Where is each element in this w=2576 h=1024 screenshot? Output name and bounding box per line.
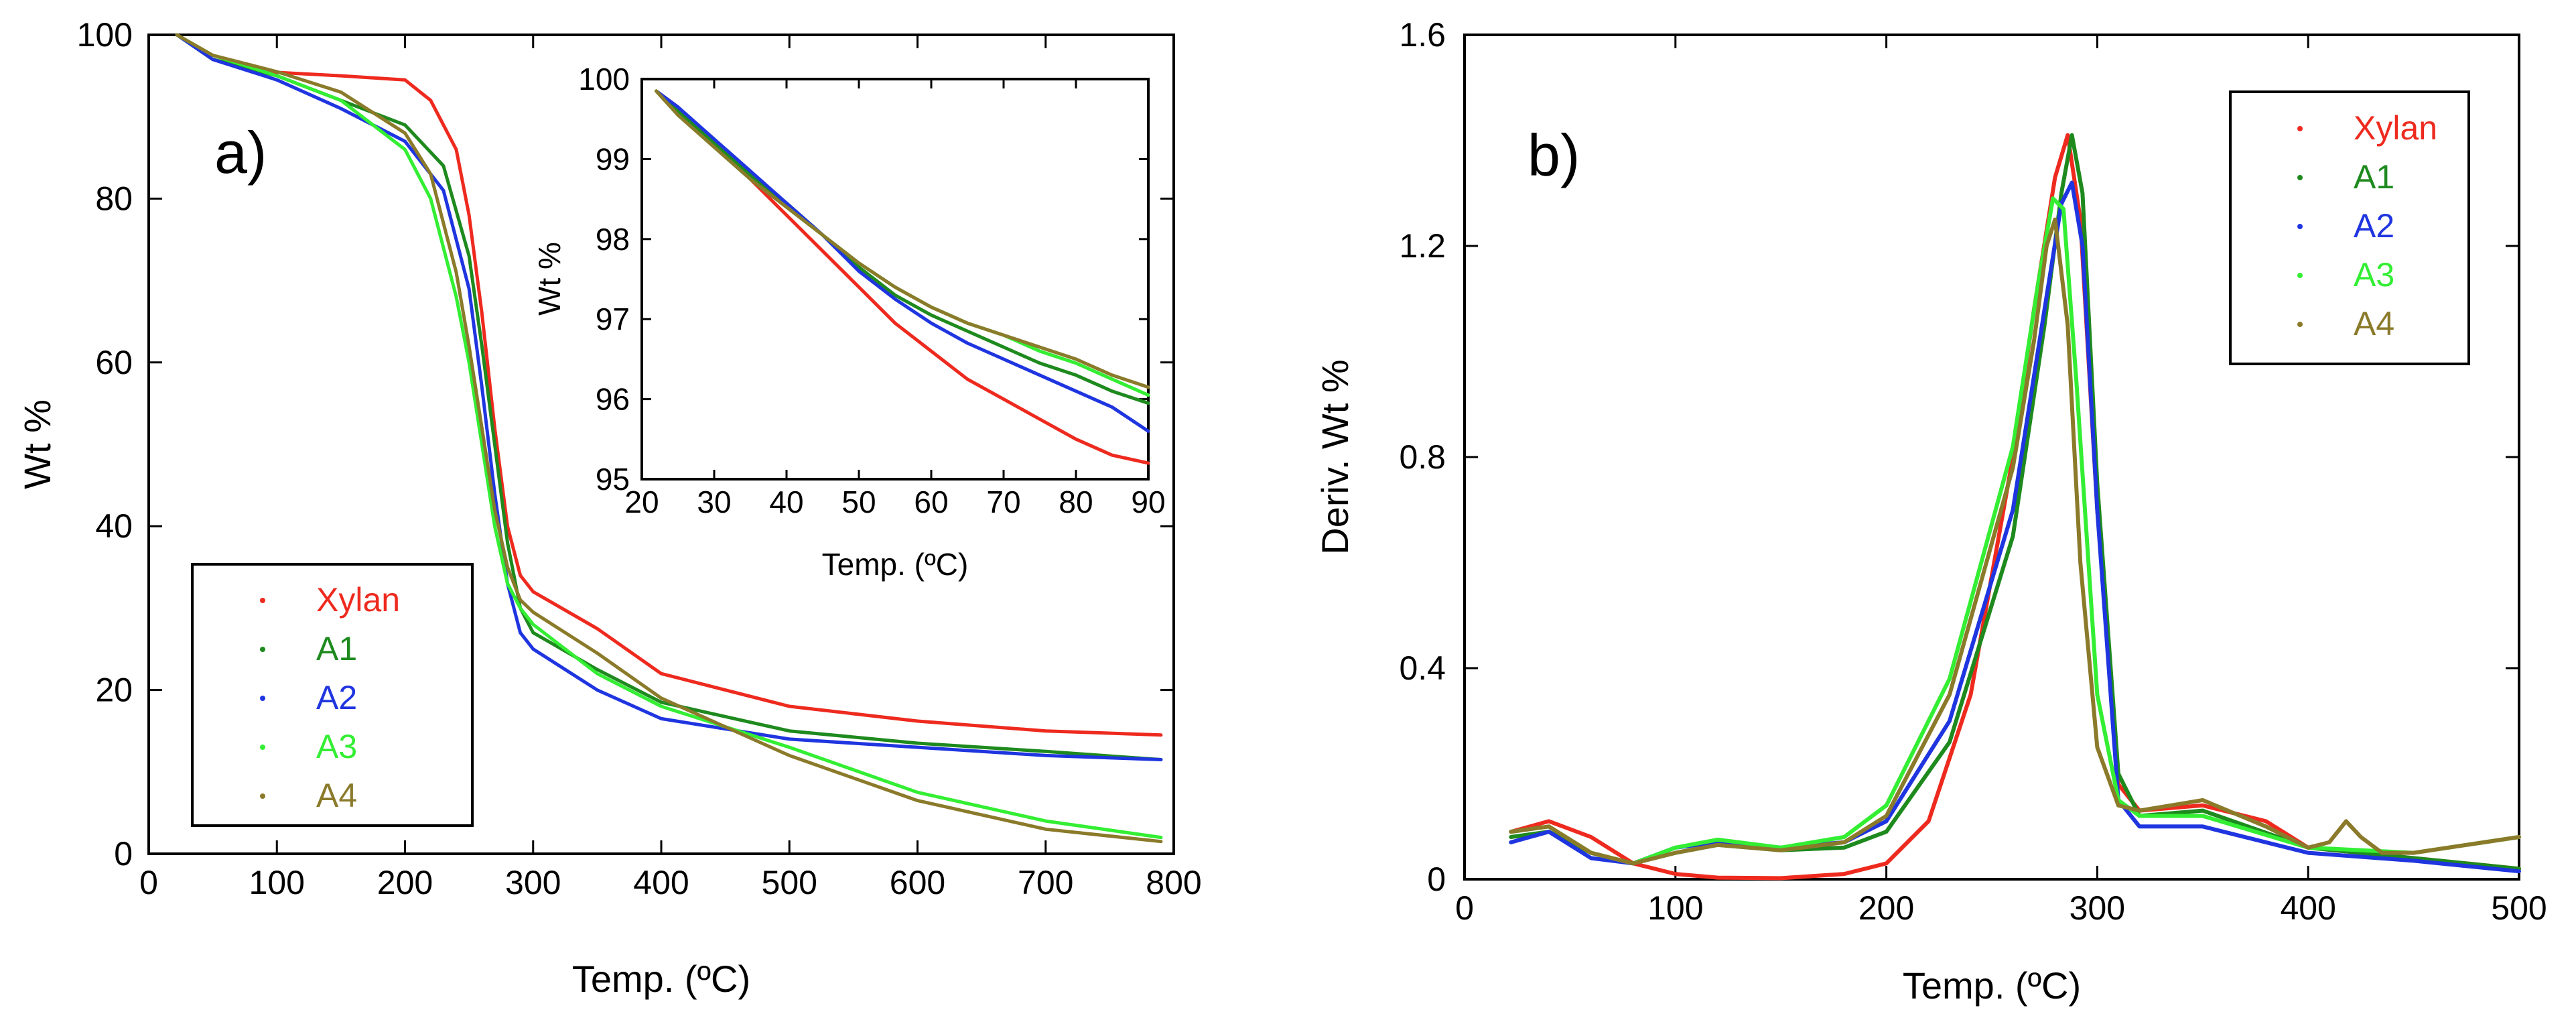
y-tick-label: 20: [95, 671, 133, 709]
y-tick-label: 0.4: [1399, 649, 1446, 687]
legend-marker-xylan: [2297, 126, 2303, 131]
y-tick-label: 98: [596, 222, 630, 257]
legend-entry-a3: A3: [2354, 256, 2394, 294]
legend-entry-xylan: Xylan: [316, 581, 400, 619]
y-tick-label: 95: [596, 462, 630, 497]
legend-marker-a1: [2297, 175, 2303, 180]
x-tick-label: 100: [249, 864, 305, 901]
y-tick-label: 60: [95, 344, 133, 381]
series-line-a4: [1509, 217, 2521, 866]
panel-b-xlabel: Temp. (ºC): [1903, 964, 2081, 1007]
x-tick-label: 60: [914, 485, 948, 519]
x-tick-label: 20: [624, 485, 659, 519]
y-tick-label: 1.6: [1399, 16, 1446, 54]
panel-a-ylabel: Wt %: [16, 399, 58, 489]
legend-entry-a1: A1: [2354, 158, 2394, 196]
y-tick-label: 0: [114, 835, 133, 873]
x-tick-label: 400: [633, 864, 689, 901]
panel-a-ticks: 0 100 200 300 400 500 600 700 800 0 20 40 60 80 100: [77, 16, 1202, 901]
y-tick-label: 40: [95, 507, 133, 545]
y-tick-label: 80: [95, 180, 133, 217]
legend-marker-a3: [2297, 273, 2303, 278]
y-tick-label: 100: [77, 16, 133, 54]
x-tick-label: 0: [1455, 889, 1474, 927]
series-line-a4: [175, 33, 1163, 844]
series-line-a2: [655, 89, 1150, 433]
inset-lines: [655, 89, 1150, 465]
panel-a-inset: 20 30 40 50 60 70 80 90 95 96 97 98 99 100 Temp. (ºC)…: [532, 62, 1166, 582]
x-tick-label: 50: [841, 485, 876, 519]
series-line-xylan: [175, 33, 1163, 737]
x-tick-label: 500: [2491, 889, 2547, 927]
series-line-a1: [655, 89, 1150, 405]
x-tick-label: 300: [505, 864, 561, 901]
x-tick-label: 700: [1018, 864, 1073, 901]
panel-b: 0 100 200 300 400 500 0 0.4 0.8 1.2 1.6 b) Temp. (…: [1314, 16, 2547, 1007]
x-tick-label: 80: [1059, 485, 1093, 519]
y-tick-label: 100: [578, 62, 630, 97]
y-tick-label: 0: [1427, 860, 1446, 898]
x-tick-label: 500: [762, 864, 817, 901]
legend-marker-a3: [260, 745, 265, 750]
legend-entry-a2: A2: [316, 679, 357, 716]
panel-b-lines: [1509, 133, 2521, 881]
x-tick-label: 40: [769, 485, 803, 519]
series-line-a3: [175, 33, 1163, 840]
panel-a-lines: [175, 33, 1163, 844]
x-tick-label: 70: [986, 485, 1020, 519]
y-tick-label: 96: [596, 382, 630, 417]
x-tick-label: 100: [1647, 889, 1703, 927]
legend-marker-a4: [260, 793, 265, 799]
legend-entry-a2: A2: [2354, 207, 2394, 245]
y-tick-label: 1.2: [1399, 227, 1446, 265]
legend-marker-a2: [260, 696, 265, 701]
x-tick-label: 0: [139, 864, 158, 901]
legend-entry-a4: A4: [316, 777, 357, 814]
inset-frame: [640, 78, 1150, 481]
y-tick-label: 97: [596, 302, 630, 336]
legend-entry-xylan: Xylan: [2354, 109, 2437, 147]
x-tick-label: 200: [1858, 889, 1914, 927]
panel-b-ticks: 0 100 200 300 400 500 0 0.4 0.8 1.2 1.6: [1399, 16, 2547, 927]
x-tick-label: 30: [697, 485, 731, 519]
inset-ticks: 20 30 40 50 60 70 80 90 95 96 97 98 99 100: [578, 62, 1165, 519]
series-line-a3: [1509, 196, 2521, 866]
series-line-a4: [655, 89, 1150, 389]
legend-marker-a4: [2297, 322, 2303, 327]
x-tick-label: 300: [2070, 889, 2125, 927]
legend-entry-a3: A3: [316, 728, 357, 765]
panel-a-legend: Xylan A1 A2 A3 A4: [191, 563, 474, 827]
panel-a-legend-box: [191, 563, 474, 827]
panel-a: 0 100 200 300 400 500 600 700 800 0 20 40 60 80 100 a)…: [16, 16, 1202, 1000]
x-tick-label: 400: [2280, 889, 2335, 927]
panel-b-legend: Xylan A1 A2 A3 A4: [2229, 90, 2470, 365]
inset-xlabel: Temp. (ºC): [822, 547, 969, 582]
x-tick-label: 200: [377, 864, 433, 901]
legend-marker-xylan: [260, 598, 265, 603]
legend-marker-a2: [2297, 224, 2303, 229]
x-tick-label: 90: [1131, 485, 1165, 519]
panel-b-label: b): [1528, 122, 1580, 188]
y-tick-label: 0.8: [1399, 438, 1446, 476]
inset-ylabel: Wt %: [532, 242, 567, 316]
x-tick-label: 600: [890, 864, 945, 901]
panel-a-xlabel: Temp. (ºC): [572, 958, 750, 1000]
x-tick-label: 800: [1146, 864, 1201, 901]
panel-a-label: a): [214, 119, 267, 186]
panel-b-ylabel: Deriv. Wt %: [1314, 359, 1356, 554]
panel-b-legend-box: [2229, 90, 2470, 365]
legend-marker-a1: [260, 647, 265, 652]
legend-entry-a4: A4: [2354, 305, 2394, 342]
legend-entry-a1: A1: [316, 630, 357, 667]
y-tick-label: 99: [596, 141, 630, 176]
